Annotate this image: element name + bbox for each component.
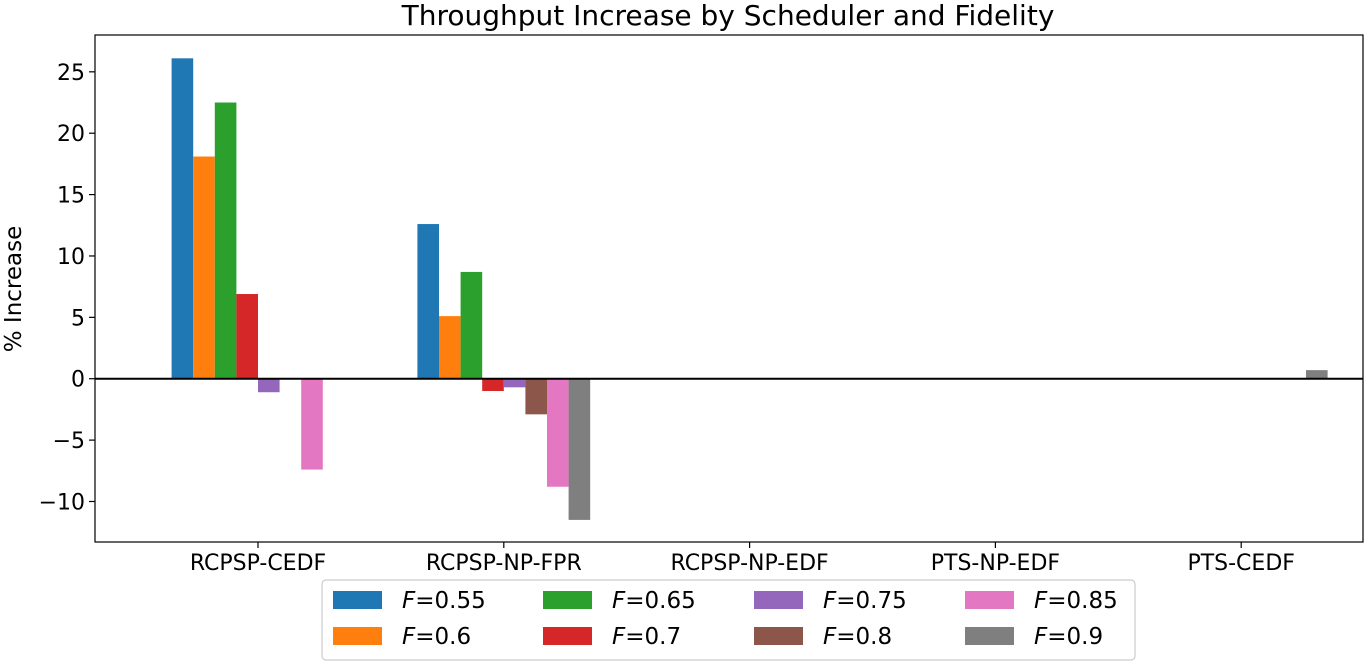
legend-box <box>321 579 1136 661</box>
x-tick-label-pts-np-edf: PTS-NP-EDF <box>931 551 1060 576</box>
legend-swatch-f-0-9 <box>965 627 1014 645</box>
legend-label-f-0-65: F=0.65 <box>612 588 696 614</box>
x-tick-label-rcpsp-cedf: RCPSP-CEDF <box>190 551 326 576</box>
bar-rcpsp-np-fpr-f-0-6 <box>439 316 461 379</box>
bar-rcpsp-np-fpr-f-0-55 <box>417 224 439 379</box>
chart-title: Throughput Increase by Scheduler and Fid… <box>401 0 1055 32</box>
legend-label-f-0-55: F=0.55 <box>402 588 486 614</box>
bar-rcpsp-cedf-f-0-55 <box>171 58 194 379</box>
legend-swatch-f-0-85 <box>965 591 1014 609</box>
y-axis-label: % Increase <box>1 226 27 353</box>
x-tick-label-rcpsp-np-fpr: RCPSP-NP-FPR <box>426 551 582 576</box>
legend-label-f-0-6: F=0.6 <box>402 624 471 650</box>
bar-rcpsp-np-fpr-f-0-8 <box>525 378 547 415</box>
legend-label-f-0-85: F=0.85 <box>1034 588 1118 614</box>
y-tick-label: −10 <box>39 490 85 515</box>
bar-rcpsp-np-fpr-f-0-9 <box>568 378 591 520</box>
bar-rcpsp-cedf-f-0-6 <box>193 156 215 379</box>
bar-rcpsp-cedf-f-0-65 <box>214 102 237 379</box>
bar-rcpsp-np-fpr-f-0-75 <box>503 378 526 388</box>
bar-rcpsp-cedf-f-0-7 <box>236 294 258 379</box>
legend-label-f-0-8: F=0.8 <box>823 624 892 650</box>
legend-swatch-f-0-8 <box>754 627 803 645</box>
y-axis-ticks: −10 −5 0 5 10 15 20 25 <box>39 61 95 515</box>
y-tick-label: 5 <box>71 306 85 331</box>
y-tick-label: −5 <box>53 429 85 454</box>
legend: F=0.55 F=0.6 F=0.65 F=0.7 F=0.75 F=0.8 F=0.85 F… <box>321 579 1136 661</box>
x-tick-label-pts-cedf: PTS-CEDF <box>1187 551 1294 576</box>
y-tick-label: 10 <box>57 245 85 270</box>
bar-rcpsp-np-fpr-f-0-7 <box>482 378 504 392</box>
legend-swatch-f-0-7 <box>543 627 592 645</box>
bars <box>171 58 1328 520</box>
legend-swatch-f-0-65 <box>543 591 592 609</box>
legend-label-f-0-75: F=0.75 <box>823 588 907 614</box>
y-tick-label: 20 <box>57 122 85 147</box>
bar-rcpsp-cedf-f-0-75 <box>258 378 280 393</box>
bar-rcpsp-cedf-f-0-85 <box>301 378 323 470</box>
bar-rcpsp-np-fpr-f-0-65 <box>460 271 483 379</box>
legend-label-f-0-9: F=0.9 <box>1034 624 1103 650</box>
legend-swatch-f-0-55 <box>333 591 382 609</box>
bar-rcpsp-np-fpr-f-0-85 <box>547 378 569 487</box>
bar-pts-cedf-f-0-9 <box>1306 370 1328 379</box>
y-tick-label: 15 <box>57 184 85 209</box>
legend-label-f-0-7: F=0.7 <box>612 624 681 650</box>
legend-swatch-f-0-6 <box>333 627 382 645</box>
y-tick-label: 25 <box>57 61 85 86</box>
x-tick-label-rcpsp-np-edf: RCPSP-NP-EDF <box>671 551 829 576</box>
plot-frame <box>94 34 1364 543</box>
y-tick-label: 0 <box>71 368 85 393</box>
legend-swatch-f-0-75 <box>754 591 803 609</box>
x-axis-ticks: RCPSP-CEDF RCPSP-NP-FPR RCPSP-NP-EDF PTS-NP… <box>190 542 1295 576</box>
